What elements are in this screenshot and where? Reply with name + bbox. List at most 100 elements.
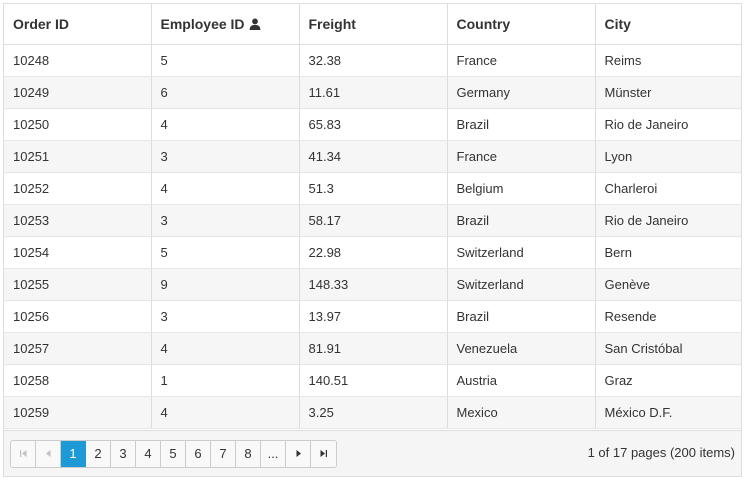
data-grid: Order ID Employee ID Freight Country Cit… xyxy=(3,3,742,477)
table-row[interactable]: 10257 4 81.91 Venezuela San Cristóbal xyxy=(4,332,741,365)
page-button-6[interactable]: 6 xyxy=(186,441,211,467)
column-header-order-id[interactable]: Order ID xyxy=(4,4,152,45)
freight-cell: 3.25 xyxy=(299,396,448,429)
prev-page-icon xyxy=(44,446,53,461)
country-cell: Germany xyxy=(447,76,596,109)
freight-cell: 11.61 xyxy=(299,76,448,109)
table-row[interactable]: 10249 6 11.61 Germany Münster xyxy=(4,76,741,109)
column-header-country[interactable]: Country xyxy=(447,4,596,45)
employee-id-cell: 3 xyxy=(151,140,300,173)
country-cell: Mexico xyxy=(447,396,596,429)
order-id-cell: 10253 xyxy=(4,204,152,237)
country-cell: Austria xyxy=(447,364,596,397)
table-row[interactable]: 10254 5 22.98 Switzerland Bern xyxy=(4,236,741,269)
order-id-cell: 10251 xyxy=(4,140,152,173)
employee-id-cell: 4 xyxy=(151,108,300,141)
table-row[interactable]: 10256 3 13.97 Brazil Resende xyxy=(4,300,741,333)
order-id-cell: 10249 xyxy=(4,76,152,109)
freight-cell: 140.51 xyxy=(299,364,448,397)
country-cell: Brazil xyxy=(447,300,596,333)
city-cell: Reims xyxy=(595,44,741,77)
prev-page-button[interactable] xyxy=(36,441,61,467)
employee-id-cell: 5 xyxy=(151,44,300,77)
order-id-cell: 10255 xyxy=(4,268,152,301)
column-header-label: Country xyxy=(456,15,511,32)
order-id-cell: 10258 xyxy=(4,364,152,397)
employee-id-cell: 4 xyxy=(151,396,300,429)
city-cell: Bern xyxy=(595,236,741,269)
table-row[interactable]: 10252 4 51.3 Belgium Charleroi xyxy=(4,172,741,205)
city-cell: Resende xyxy=(595,300,741,333)
last-page-button[interactable] xyxy=(311,441,336,467)
freight-cell: 13.97 xyxy=(299,300,448,333)
employee-id-cell: 1 xyxy=(151,364,300,397)
freight-cell: 58.17 xyxy=(299,204,448,237)
order-id-cell: 10248 xyxy=(4,44,152,77)
order-id-cell: 10259 xyxy=(4,396,152,429)
table-row[interactable]: 10250 4 65.83 Brazil Rio de Janeiro xyxy=(4,108,741,141)
pager: 1 2 3 4 5 6 7 8... 1 of 17 pages (200 items) xyxy=(4,430,741,476)
table-row[interactable]: 10251 3 41.34 France Lyon xyxy=(4,140,741,173)
page-button-3[interactable]: 3 xyxy=(111,441,136,467)
city-cell: Rio de Janeiro xyxy=(595,108,741,141)
column-header-label: Freight xyxy=(308,15,356,32)
country-cell: Switzerland xyxy=(447,268,596,301)
last-page-icon xyxy=(319,446,328,461)
table-row[interactable]: 10259 4 3.25 Mexico México D.F. xyxy=(4,396,741,429)
next-page-button[interactable] xyxy=(286,441,311,467)
city-cell: Münster xyxy=(595,76,741,109)
column-header-freight[interactable]: Freight xyxy=(299,4,448,45)
city-cell: San Cristóbal xyxy=(595,332,741,365)
order-id-cell: 10252 xyxy=(4,172,152,205)
table-row[interactable]: 10248 5 32.38 France Reims xyxy=(4,44,741,77)
page-button-4[interactable]: 4 xyxy=(136,441,161,467)
employee-id-cell: 4 xyxy=(151,332,300,365)
grid-body: 10248 5 32.38 France Reims 10249 6 11.61 Germany… xyxy=(4,44,741,429)
column-header-city[interactable]: City xyxy=(595,4,741,45)
city-cell: Rio de Janeiro xyxy=(595,204,741,237)
freight-cell: 51.3 xyxy=(299,172,448,205)
city-cell: México D.F. xyxy=(595,396,741,429)
country-cell: France xyxy=(447,140,596,173)
user-icon xyxy=(249,17,261,31)
country-cell: France xyxy=(447,44,596,77)
column-header-label: Employee ID xyxy=(160,15,245,32)
column-header-employee-id[interactable]: Employee ID xyxy=(151,4,300,45)
employee-id-cell: 6 xyxy=(151,76,300,109)
employee-id-cell: 3 xyxy=(151,300,300,333)
freight-cell: 32.38 xyxy=(299,44,448,77)
more-pages-button[interactable]: ... xyxy=(261,441,286,467)
page-button-7[interactable]: 7 xyxy=(211,441,236,467)
first-page-icon xyxy=(19,446,28,461)
page-button-1[interactable]: 1 xyxy=(61,441,86,467)
employee-id-cell: 3 xyxy=(151,204,300,237)
page-button-8[interactable]: 8 xyxy=(236,441,261,467)
grid-table: Order ID Employee ID Freight Country Cit… xyxy=(4,4,741,429)
order-id-cell: 10250 xyxy=(4,108,152,141)
country-cell: Switzerland xyxy=(447,236,596,269)
freight-cell: 148.33 xyxy=(299,268,448,301)
table-row[interactable]: 10255 9 148.33 Switzerland Genève xyxy=(4,268,741,301)
city-cell: Charleroi xyxy=(595,172,741,205)
table-row[interactable]: 10258 1 140.51 Austria Graz xyxy=(4,364,741,397)
column-header-label: City xyxy=(604,15,631,32)
page-button-5[interactable]: 5 xyxy=(161,441,186,467)
country-cell: Venezuela xyxy=(447,332,596,365)
first-page-button[interactable] xyxy=(11,441,36,467)
header-row: Order ID Employee ID Freight Country Cit… xyxy=(4,4,741,45)
order-id-cell: 10254 xyxy=(4,236,152,269)
employee-id-cell: 4 xyxy=(151,172,300,205)
freight-cell: 41.34 xyxy=(299,140,448,173)
pager-buttons: 1 2 3 4 5 6 7 8... xyxy=(10,440,337,468)
country-cell: Belgium xyxy=(447,172,596,205)
freight-cell: 22.98 xyxy=(299,236,448,269)
next-page-icon xyxy=(294,446,303,461)
table-row[interactable]: 10253 3 58.17 Brazil Rio de Janeiro xyxy=(4,204,741,237)
country-cell: Brazil xyxy=(447,108,596,141)
grid-header: Order ID Employee ID Freight Country Cit… xyxy=(4,4,741,45)
freight-cell: 65.83 xyxy=(299,108,448,141)
page-button-2[interactable]: 2 xyxy=(86,441,111,467)
order-id-cell: 10256 xyxy=(4,300,152,333)
employee-id-cell: 5 xyxy=(151,236,300,269)
city-cell: Genève xyxy=(595,268,741,301)
